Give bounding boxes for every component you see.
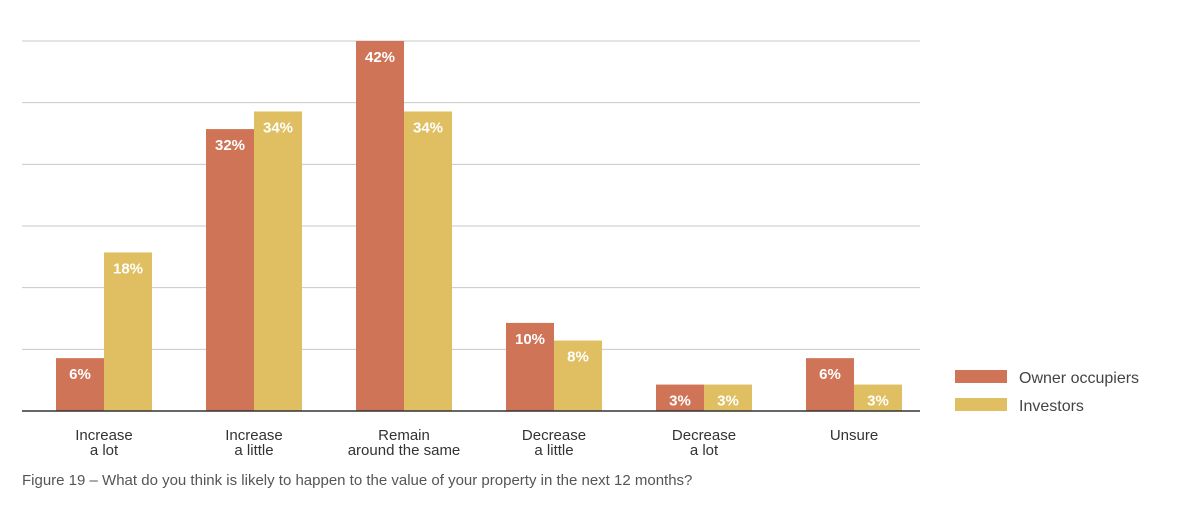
data-labels: 6% 32% 42% 10% 3% 6% 18% 34% 34% 8% 3% 3% <box>69 49 889 410</box>
tick-label: Unsure <box>830 427 878 444</box>
bar <box>806 358 854 411</box>
legend-swatch <box>955 398 1007 411</box>
tick-label: Increase a lot <box>75 427 133 459</box>
bar <box>56 358 104 411</box>
bar <box>254 111 302 411</box>
data-label: 34% <box>263 119 293 136</box>
bar <box>404 111 452 411</box>
data-label: 18% <box>113 260 143 277</box>
legend-swatch <box>955 370 1007 383</box>
gridlines <box>22 40 920 350</box>
bar <box>854 384 902 411</box>
data-label: 32% <box>215 137 245 154</box>
category-labels: Increase a lot Increase a little Remain aroun… <box>75 427 878 459</box>
bar <box>704 384 752 411</box>
data-label: 3% <box>867 393 889 410</box>
tick-label: Decrease a lot <box>672 427 736 459</box>
data-label: 6% <box>69 366 91 383</box>
bar <box>554 340 602 411</box>
legend-entry: Owner occupiers <box>1019 370 1139 387</box>
data-label: 8% <box>567 349 589 366</box>
data-label: 3% <box>669 393 691 410</box>
data-label: 34% <box>413 119 443 136</box>
legend-entry: Investors <box>1019 398 1084 415</box>
tick-label: Decrease a little <box>522 427 586 459</box>
data-label: 10% <box>515 331 545 348</box>
bar-chart: 6% 32% 42% 10% 3% 6% 18% 34% 34% 8% 3% 3% Increase a… <box>22 40 1139 459</box>
data-label: 6% <box>819 366 841 383</box>
figure-caption: Figure 19 – What do you think is likely … <box>22 472 693 489</box>
data-label: 42% <box>365 49 395 66</box>
legend: Owner occupiers Investors <box>955 370 1139 415</box>
data-label: 3% <box>717 393 739 410</box>
tick-label: Remain around the same <box>348 427 461 459</box>
bar <box>206 129 254 411</box>
bar <box>356 41 404 411</box>
tick-label: Increase a little <box>225 427 283 459</box>
bar <box>506 322 554 411</box>
bars <box>56 41 902 411</box>
bar <box>656 384 704 411</box>
bar <box>104 252 152 411</box>
